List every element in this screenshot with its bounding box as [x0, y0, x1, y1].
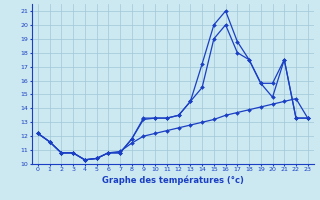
X-axis label: Graphe des températures (°c): Graphe des températures (°c)	[102, 175, 244, 185]
